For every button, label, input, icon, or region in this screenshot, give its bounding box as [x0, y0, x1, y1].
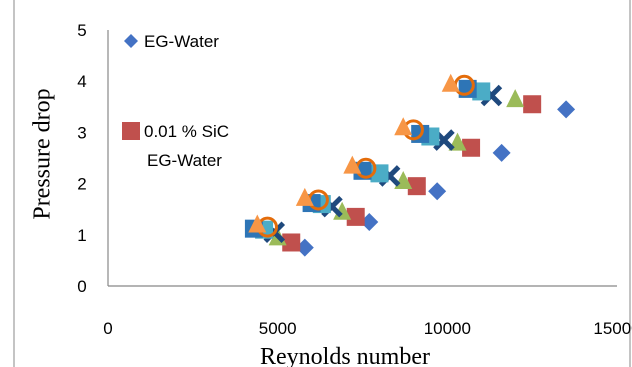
y-tick-label: 3	[77, 123, 86, 142]
x-tick-label: 0	[103, 319, 112, 338]
y-tick-label: 0	[77, 277, 86, 296]
data-point	[360, 213, 379, 231]
y-axis-title: Pressure drop	[30, 88, 56, 219]
x-tick-label: 15000	[593, 319, 632, 338]
data-point	[557, 100, 576, 119]
data-point	[295, 187, 314, 206]
data-point	[343, 155, 362, 174]
legend-label-sic: 0.01 % SiC	[144, 122, 229, 141]
data-marks	[244, 73, 576, 257]
y-tick-label: 1	[77, 226, 86, 245]
data-point	[248, 214, 267, 233]
legend-label-sic-line2: EG-Water	[147, 151, 222, 170]
legend-diamond-icon	[124, 34, 138, 48]
y-tick-label: 2	[77, 175, 86, 194]
y-tick-labels: 0 1 2 3 4 5	[77, 21, 86, 296]
data-point	[492, 143, 511, 162]
y-tick-label: 5	[77, 21, 86, 40]
x-tick-labels: 0 5000 10000 15000	[103, 319, 632, 338]
data-point	[282, 233, 301, 252]
data-point	[472, 82, 491, 101]
data-point	[462, 138, 481, 157]
x-axis-title: Reynolds number	[260, 344, 430, 367]
y-tick-label: 4	[77, 72, 86, 91]
legend-label-eg-water: EG-Water	[144, 32, 219, 51]
x-tick-label: 10000	[424, 319, 471, 338]
x-tick-label: 5000	[259, 319, 297, 338]
data-point	[407, 177, 426, 196]
data-point	[295, 238, 314, 257]
data-point	[506, 89, 525, 108]
legend-square-icon	[122, 122, 140, 140]
data-point	[346, 207, 365, 226]
legend: EG-Water 0.01 % SiC EG-Water	[122, 32, 229, 170]
data-point	[441, 73, 460, 92]
data-point	[523, 95, 542, 114]
data-point	[428, 182, 447, 201]
data-point	[394, 117, 413, 136]
